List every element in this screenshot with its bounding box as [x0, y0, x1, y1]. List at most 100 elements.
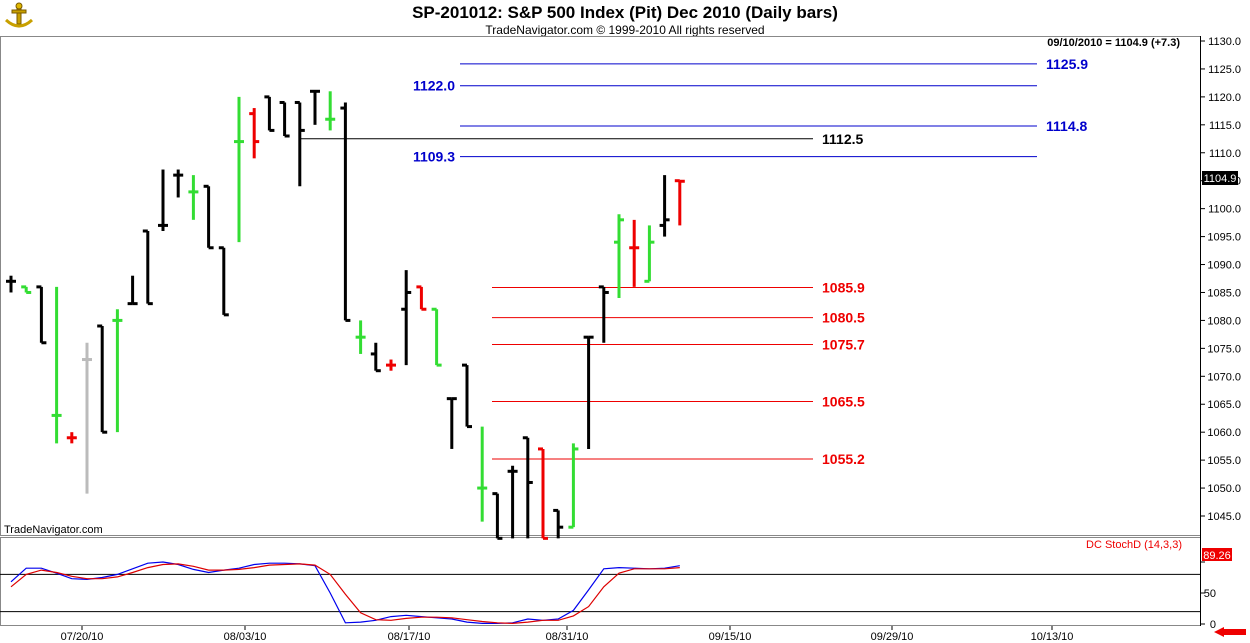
stoch-value-text: 89.26 [1203, 550, 1231, 562]
ohlc-bar [659, 175, 670, 237]
scroll-left-icon[interactable] [1214, 627, 1224, 637]
ohlc-bar [112, 309, 123, 433]
stoch-tick-label: 0 [1210, 619, 1216, 631]
ohlc-bar [477, 426, 488, 522]
price-tick-label: 1120.0 [1208, 92, 1241, 104]
stoch-value-tag [1202, 548, 1232, 561]
ohlc-bar [66, 432, 77, 444]
ohlc-bar [127, 275, 138, 306]
date-tick-label: 07/20/10 [61, 631, 104, 643]
price-tick-label: 1050.0 [1207, 483, 1241, 495]
stoch-panel [0, 537, 1201, 626]
ohlc-bar [416, 285, 427, 311]
chart-title: SP-201012: S&P 500 Index (Pit) Dec 2010 … [412, 3, 838, 22]
ohlc-bar [249, 108, 260, 159]
level-label: 1114.8 [1046, 118, 1087, 134]
level-label: 1085.9 [822, 279, 865, 295]
last-info: 09/10/2010 = 1104.9 (+7.3) [1047, 37, 1180, 49]
ohlc-bar [203, 184, 214, 250]
price-tick-label: 1115.0 [1209, 120, 1241, 132]
ohlc-bar [188, 175, 199, 220]
scroll-left-bar[interactable] [1224, 629, 1246, 635]
ohlc-bar [340, 102, 351, 322]
date-tick-label: 10/13/10 [1031, 631, 1074, 643]
stoch-line-blue [10, 561, 680, 625]
chart-subtitle: TradeNavigator.com © 1999-2010 All right… [485, 23, 764, 37]
level-label: 1065.5 [822, 393, 865, 409]
ohlc-bar [522, 436, 533, 539]
level-lines: 1125.9 1122.0 1114.8 1112.5 1109.3 1085.9 1080… [300, 56, 1088, 467]
date-tick-label: 08/03/10 [224, 631, 267, 643]
last-price-tag-text: 1104.9 [1204, 173, 1237, 185]
ohlc-bar [142, 229, 153, 306]
price-tick-label: 1090.0 [1207, 260, 1241, 272]
price-axis: 1045.0 1050.0 1055.0 1060.0 1065.0 1070.0 1075… [1200, 36, 1241, 523]
level-label: 1109.3 [413, 149, 455, 165]
ohlc-bar [431, 307, 442, 367]
date-tick-label: 08/17/10 [388, 631, 431, 643]
watermark: TradeNavigator.com [4, 524, 103, 536]
price-tick-label: 1045.0 [1207, 511, 1241, 523]
ohlc-bar [568, 443, 579, 529]
ohlc-bar [173, 169, 184, 198]
ohlc-bar [234, 96, 244, 243]
level-label: 1075.7 [822, 336, 865, 352]
price-tick-label: 1130.0 [1208, 36, 1241, 48]
price-tick-label: 1080.0 [1207, 315, 1241, 327]
date-tick-label: 09/15/10 [709, 631, 752, 643]
price-tick-label: 1095.0 [1207, 232, 1241, 244]
stoch-tick-label: 50 [1204, 588, 1216, 600]
price-tick-label: 1060.0 [1207, 427, 1241, 439]
date-axis: 07/20/10 08/03/10 08/17/10 08/31/10 09/15/10… [61, 626, 1074, 643]
price-tick-label: 1110.0 [1209, 148, 1241, 160]
date-tick-label: 08/31/10 [546, 631, 589, 643]
ohlc-bar [264, 95, 275, 132]
price-tick-label: 1125.0 [1208, 64, 1241, 76]
ohlc-bar [462, 363, 472, 429]
ohlc-bar [553, 508, 564, 539]
ohlc-bar [598, 285, 609, 343]
ohlc-bar [325, 91, 336, 131]
ohlc-bar [629, 219, 640, 287]
ohlc-bar [644, 225, 655, 283]
ohlc-bar [614, 214, 624, 299]
logo-icon[interactable] [2, 2, 36, 32]
ohlc-bar [370, 342, 381, 373]
ohlc-bar [97, 324, 108, 434]
level-label: 1122.0 [413, 78, 455, 94]
ohlc-bar [674, 179, 685, 226]
level-label: 1125.9 [1046, 56, 1088, 72]
ohlc-bar [279, 100, 290, 138]
ohlc-bar [51, 286, 62, 444]
ohlc-bar [36, 285, 47, 345]
last-price-tag [1202, 171, 1238, 185]
stoch-label: DC StochD (14,3,3) [1086, 539, 1182, 551]
price-tick-label: 1100.0 [1208, 204, 1241, 216]
price-tick-label: 1065.0 [1207, 399, 1241, 411]
price-tick-label: 1070.0 [1207, 371, 1241, 383]
ohlc-bars [6, 89, 685, 540]
level-label: 1080.5 [822, 310, 865, 326]
ohlc-bar [21, 285, 32, 294]
ohlc-bar [507, 465, 518, 539]
level-label: 1112.5 [822, 131, 863, 147]
ohlc-bar [310, 89, 320, 125]
ohlc-bar [492, 492, 503, 540]
ohlc-bar [538, 447, 548, 540]
price-tick-label: 1085.0 [1207, 287, 1241, 299]
ohlc-bar [294, 100, 305, 187]
ohlc-bar [355, 320, 366, 354]
ohlc-bar [583, 335, 594, 449]
price-tick-label: 1055.0 [1207, 455, 1241, 467]
stochastic-panel: 0 50 [0, 561, 1216, 631]
ohlc-bar [218, 246, 229, 317]
ohlc-bar [446, 397, 457, 449]
level-label: 1055.2 [822, 451, 865, 467]
stoch-line-red [10, 563, 680, 625]
ohlc-bar [6, 275, 16, 293]
price-tick-label: 1075.0 [1207, 343, 1241, 355]
ohlc-bar [82, 342, 92, 494]
date-tick-label: 09/29/10 [871, 631, 914, 643]
ohlc-bar [158, 169, 168, 231]
